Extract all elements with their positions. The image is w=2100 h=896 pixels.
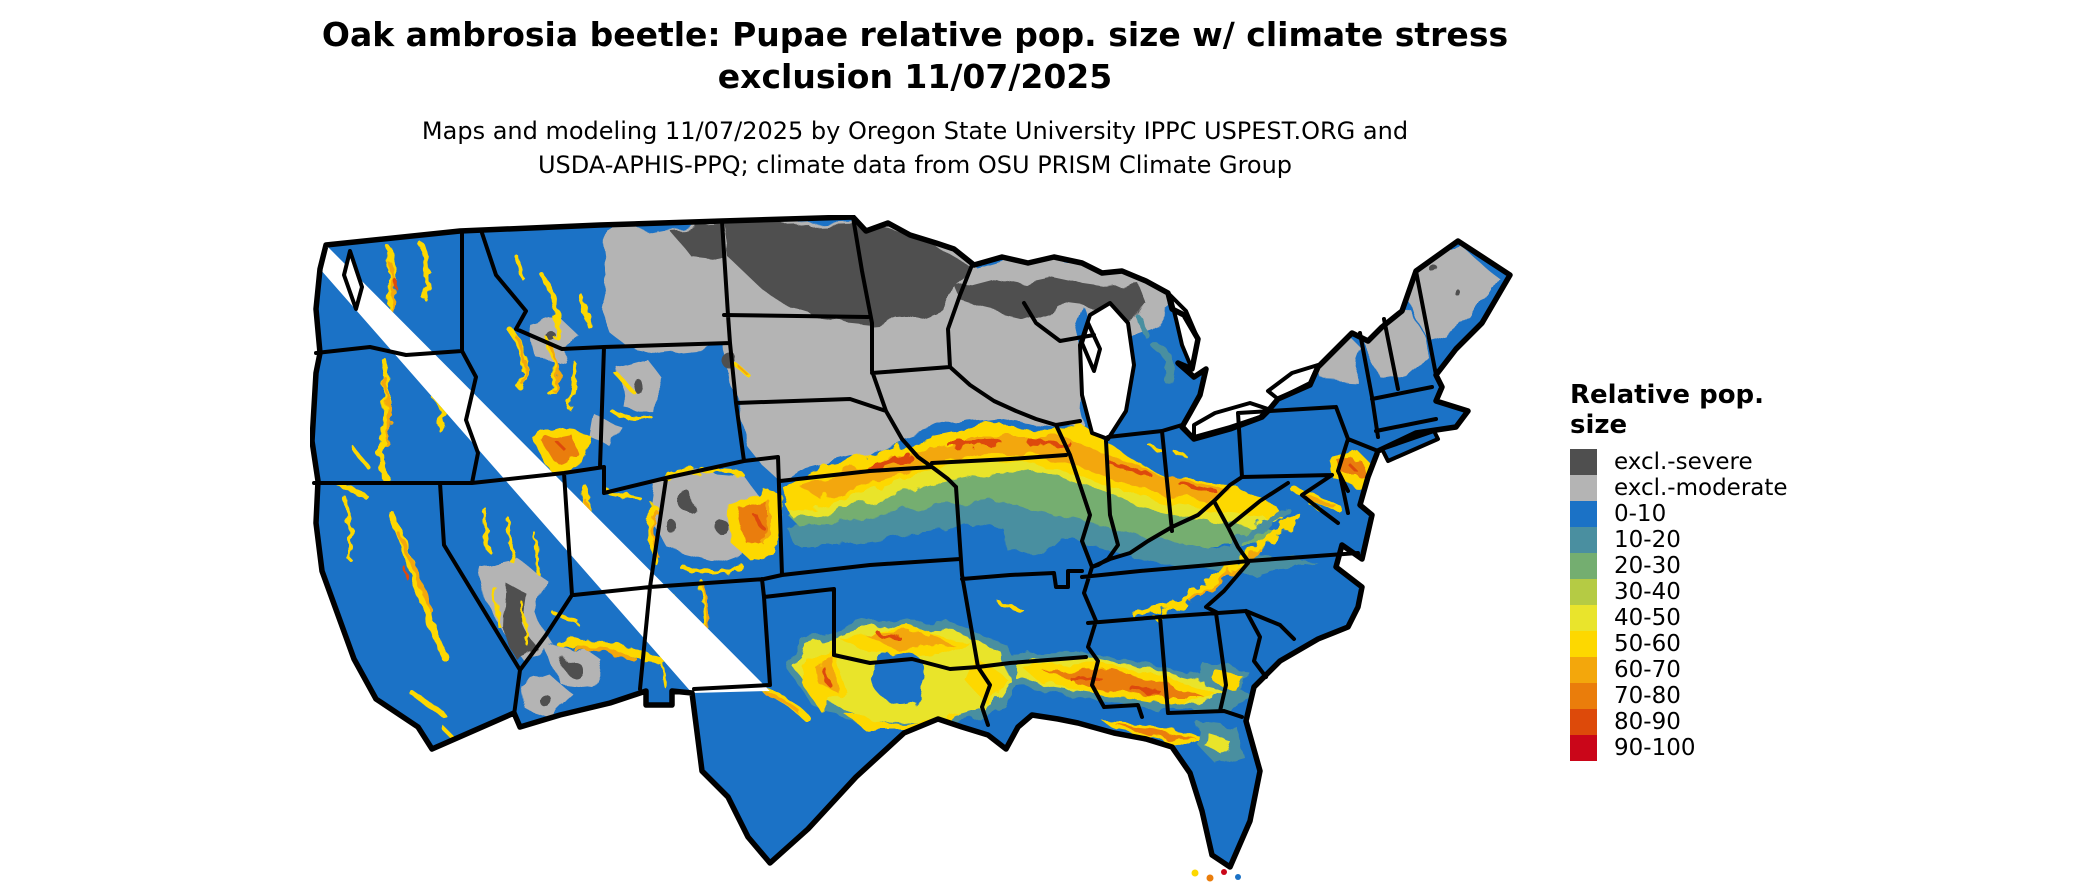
texas-ring [788, 620, 1020, 730]
legend-row: 90-100 [1570, 735, 1830, 761]
legend-label: 80-90 [1614, 709, 1681, 735]
legend-row: 70-80 [1570, 683, 1830, 709]
legend-swatch-50-60 [1570, 631, 1597, 657]
page-title-line1: Oak ambrosia beetle: Pupae relative pop.… [321, 15, 1509, 54]
legend-label: 90-100 [1614, 735, 1696, 761]
legend-row: 20-30 [1570, 553, 1830, 579]
legend: Relative pop. size excl.-severe excl.-mo… [1570, 380, 1830, 761]
legend-swatch-90-100 [1570, 735, 1597, 761]
legend-label: 40-50 [1614, 605, 1681, 631]
legend-row: 60-70 [1570, 657, 1830, 683]
legend-swatch-excl-severe [1570, 449, 1597, 475]
us-map [309, 214, 1513, 882]
legend-label: 10-20 [1614, 527, 1681, 553]
legend-swatch-40-50 [1570, 605, 1597, 631]
legend-swatch-70-80 [1570, 683, 1597, 709]
legend-swatch-0-10 [1570, 501, 1597, 527]
legend-row: 80-90 [1570, 709, 1830, 735]
legend-row: excl.-severe [1570, 449, 1830, 475]
title-block: Oak ambrosia beetle: Pupae relative pop.… [270, 14, 1560, 182]
legend-row: 50-60 [1570, 631, 1830, 657]
subtitle-block: Maps and modeling 11/07/2025 by Oregon S… [270, 114, 1560, 182]
gulf-band [1000, 650, 1255, 763]
page-title-line2: exclusion 11/07/2025 [717, 57, 1113, 96]
legend-swatch-60-70 [1570, 657, 1597, 683]
population-band [532, 425, 1374, 575]
subtitle-line2: USDA-APHIS-PPQ; climate data from OSU PR… [537, 151, 1293, 179]
legend-swatch-30-40 [1570, 579, 1597, 605]
map-container [309, 214, 1550, 892]
conus-outline [309, 214, 1513, 870]
florida-keys [1191, 869, 1241, 882]
legend-label: excl.-moderate [1614, 475, 1788, 501]
legend-row: 10-20 [1570, 527, 1830, 553]
puget-sound [342, 249, 364, 311]
legend-label: 70-80 [1614, 683, 1681, 709]
legend-row: 40-50 [1570, 605, 1830, 631]
legend-swatch-20-30 [1570, 553, 1597, 579]
legend-row: 30-40 [1570, 579, 1830, 605]
subtitle-line1: Maps and modeling 11/07/2025 by Oregon S… [421, 117, 1409, 145]
legend-label: 50-60 [1614, 631, 1681, 657]
legend-swatch-excl-moderate [1570, 475, 1597, 501]
legend-swatch-80-90 [1570, 709, 1597, 735]
legend-title: Relative pop. size [1570, 380, 1765, 440]
long-island [1380, 429, 1440, 463]
legend-label: 60-70 [1614, 657, 1681, 683]
legend-label: 20-30 [1614, 553, 1681, 579]
legend-row: excl.-moderate [1570, 475, 1830, 501]
legend-label: excl.-severe [1614, 449, 1753, 475]
legend-label: 0-10 [1614, 501, 1667, 527]
legend-label: 30-40 [1614, 579, 1681, 605]
legend-row: 0-10 [1570, 501, 1830, 527]
legend-swatch-10-20 [1570, 527, 1597, 553]
